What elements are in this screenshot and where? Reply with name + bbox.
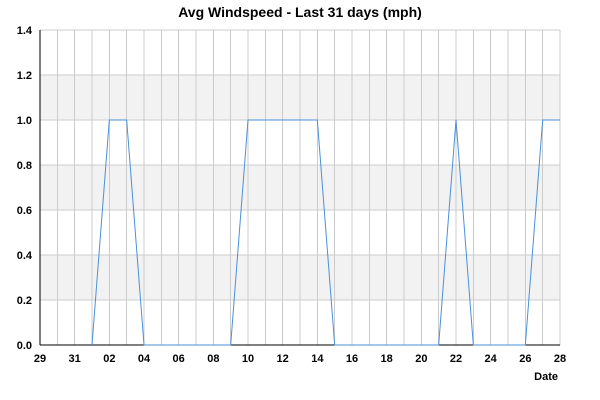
plot-grid	[39, 29, 561, 346]
x-tick-label: 28	[554, 353, 566, 365]
y-tick-label: 1.4	[17, 25, 33, 37]
x-tick-label: 06	[173, 353, 185, 365]
x-tick-label: 12	[277, 353, 289, 365]
x-tick-label: 20	[415, 353, 427, 365]
y-tick-label: 1.0	[17, 115, 32, 127]
x-tick-label: 26	[519, 353, 531, 365]
y-tick-label: 0.4	[17, 250, 33, 262]
x-tick-label: 02	[103, 353, 115, 365]
x-tick-label: 24	[485, 353, 498, 365]
y-tick-label: 1.2	[17, 70, 32, 82]
series-line	[91, 119, 560, 346]
x-tick-label: 04	[138, 353, 151, 365]
plot-labels: 0.0 0.2 0.4 0.6 0.8 1.0 1.2 1.4 29 31 02 04 06 08 10 12…	[17, 25, 566, 365]
x-tick-label: 31	[69, 353, 81, 365]
x-tick-label: 14	[311, 353, 324, 365]
x-tick-label: 22	[450, 353, 462, 365]
x-tick-label: 18	[381, 353, 393, 365]
x-tick-label: 08	[207, 353, 219, 365]
x-tick-label: 29	[34, 353, 46, 365]
x-axis-label: Date	[534, 371, 558, 383]
y-tick-label: 0.2	[17, 295, 32, 307]
y-tick-label: 0.0	[17, 340, 32, 352]
y-tick-label: 0.6	[17, 205, 32, 217]
x-tick-label: 16	[346, 353, 358, 365]
chart-title: Avg Windspeed - Last 31 days (mph)	[178, 4, 422, 20]
y-tick-label: 0.8	[17, 160, 32, 172]
x-tick-label: 10	[242, 353, 254, 365]
plot-series	[91, 119, 560, 346]
